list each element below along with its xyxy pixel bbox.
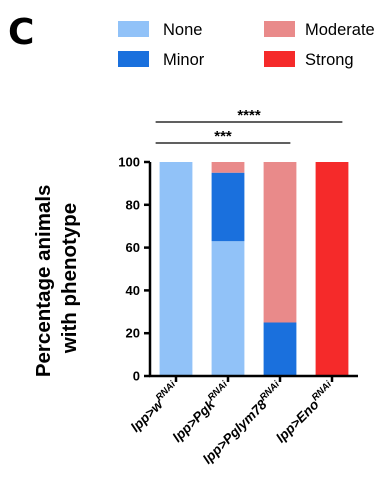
significance-label-2: ****: [237, 107, 261, 124]
legend-label-minor: Minor: [163, 51, 205, 69]
y-tick-label-20: 20: [126, 326, 140, 341]
x-tick-label-superscript: RNAi: [154, 379, 178, 403]
legend-label-strong: Strong: [305, 51, 354, 69]
y-axis-label-line-1: Percentage animals: [32, 185, 55, 378]
y-tick-label-80: 80: [126, 197, 140, 212]
y-tick-label-0: 0: [133, 369, 140, 384]
bar-segment-moderate-3: [263, 162, 297, 323]
legend-item-none: None: [118, 21, 202, 39]
y-tick-label-60: 60: [126, 240, 140, 255]
legend: None Minor Moderate Strong: [118, 21, 375, 69]
y-axis-label: Percentage animals with phenotype: [32, 179, 81, 377]
x-tick-label-1: lpp>wRNAi: [126, 379, 182, 435]
legend-label-none: None: [163, 21, 202, 39]
legend-swatch-none: [118, 21, 149, 37]
x-tick-label-superscript: RNAi: [310, 379, 334, 403]
y-axis-label-line-2: with phenotype: [58, 203, 81, 354]
y-tick-label-40: 40: [126, 283, 140, 298]
x-tick-label-gene: Pglym78: [220, 397, 270, 447]
legend-label-moderate: Moderate: [305, 21, 375, 39]
bar-segment-minor-2: [211, 172, 245, 242]
bar-segment-none-2: [211, 241, 245, 376]
legend-swatch-strong: [264, 51, 295, 67]
y-tick-label-100: 100: [118, 155, 140, 170]
legend-item-minor: Minor: [118, 51, 205, 69]
significance-label-1: ***: [214, 128, 232, 145]
bar-segment-minor-3: [263, 322, 297, 376]
y-ticks: 0 20 40 60 80 100: [118, 155, 150, 384]
legend-swatch-moderate: [264, 21, 295, 37]
x-ticks: lpp>wRNAilpp>PgkRNAilpp>Pglym78RNAilpp>E…: [126, 376, 339, 467]
bar-segment-none-1: [159, 162, 193, 376]
x-tick-label-superscript: RNAi: [258, 379, 282, 403]
significance-brackets: *******: [155, 107, 343, 145]
bar-segment-strong-4: [315, 162, 349, 376]
panel-label: C: [8, 12, 34, 53]
bar-segment-moderate-2: [211, 162, 245, 173]
x-tick-label-4: lpp>EnoRNAi: [272, 379, 339, 446]
legend-swatch-minor: [118, 51, 149, 67]
bars: [159, 162, 349, 376]
legend-item-moderate: Moderate: [264, 21, 375, 39]
x-tick-label-superscript: RNAi: [206, 379, 230, 403]
legend-item-strong: Strong: [264, 51, 354, 69]
